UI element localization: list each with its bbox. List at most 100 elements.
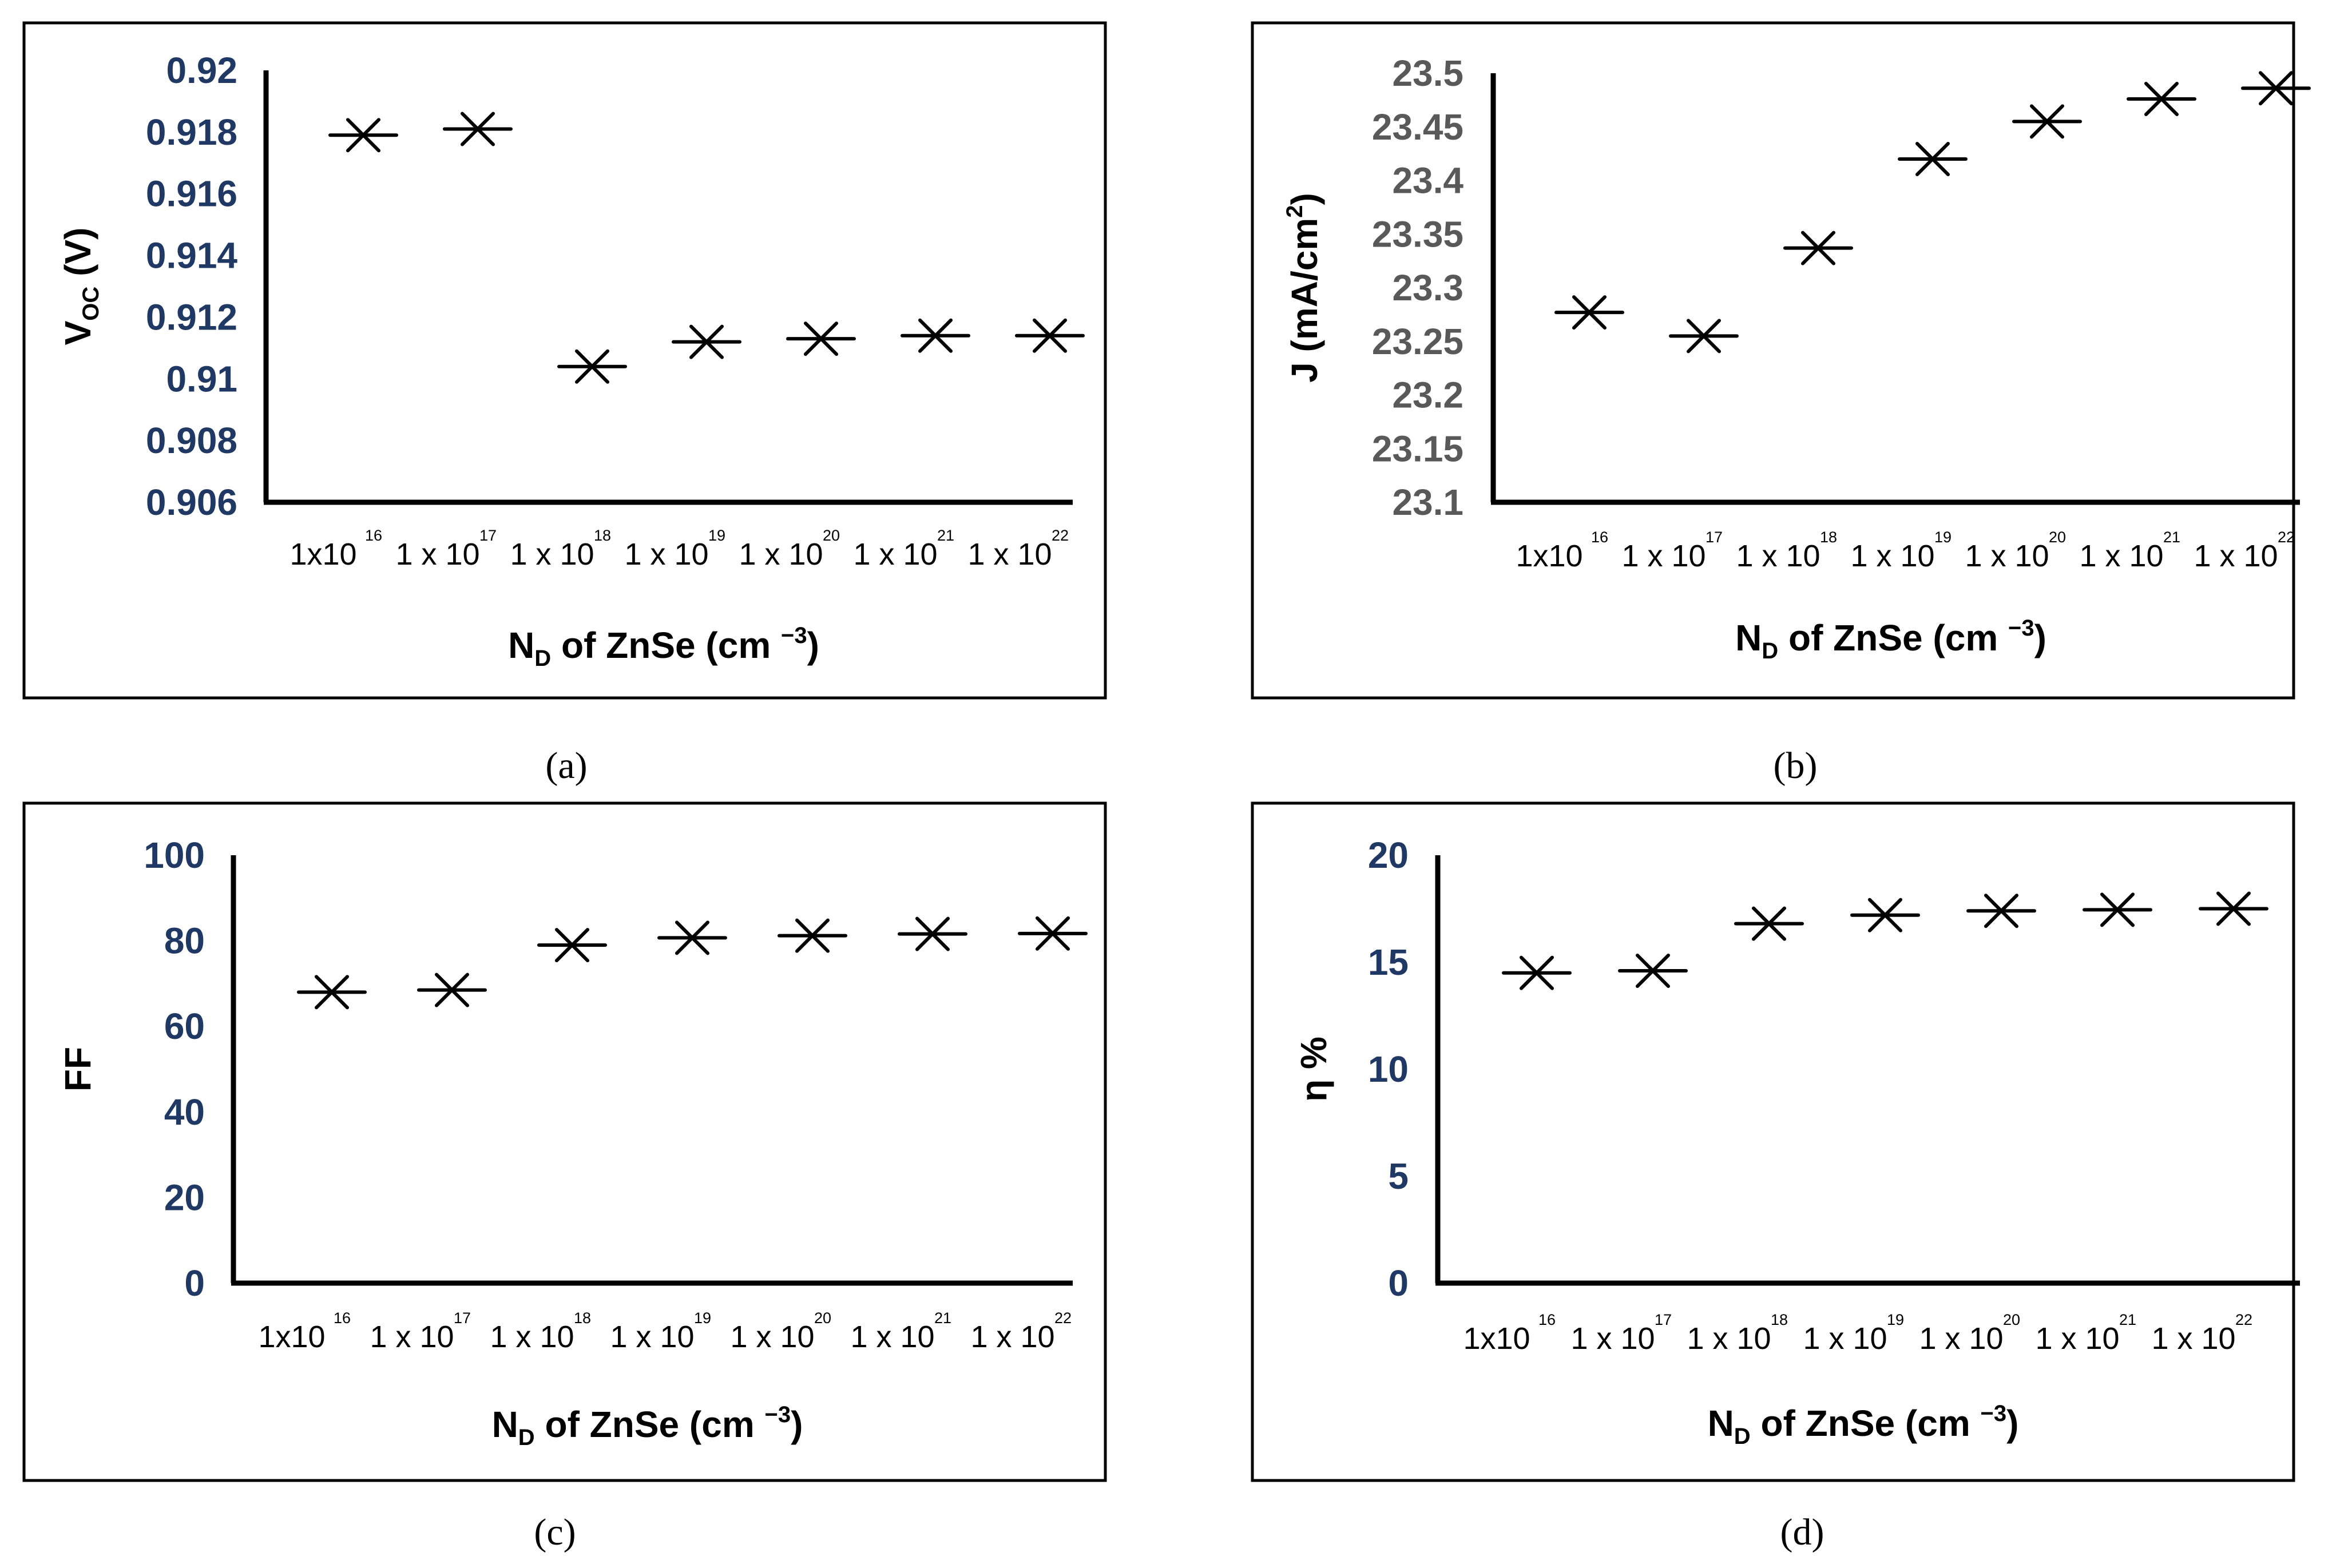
data-point <box>2083 892 2152 927</box>
y-tick-label: 23.2 <box>1392 375 1463 416</box>
panel-frame <box>22 801 1107 1482</box>
y-tick-label: 20 <box>164 1177 205 1218</box>
x-tick-label: 1 x 10 <box>624 537 708 571</box>
y-axis-title: η % <box>1293 1037 1334 1102</box>
x-axis-title: ND of ZnSe (cm −3) <box>1735 616 2046 664</box>
data-point <box>2241 71 2311 106</box>
data-point <box>672 324 741 359</box>
x-tick-exponent: 18 <box>594 527 611 544</box>
data-point <box>657 920 727 955</box>
data-point <box>297 975 367 1010</box>
y-tick-label: 5 <box>1388 1156 1409 1197</box>
data-point <box>443 112 513 146</box>
y-tick-label: 23.35 <box>1372 213 1463 255</box>
y-tick-label: 0.912 <box>146 296 237 338</box>
data-point <box>1502 955 1572 990</box>
y-tick-label: 23.25 <box>1372 321 1463 362</box>
y-tick-label: 100 <box>144 835 205 876</box>
data-point <box>1966 894 2036 928</box>
x-tick-exponent: 19 <box>694 1309 711 1327</box>
data-point <box>2127 82 2196 116</box>
x-tick-exponent: 21 <box>937 527 954 544</box>
y-tick-label: 23.3 <box>1392 267 1463 308</box>
x-axis-title: ND of ZnSe (cm −3) <box>1708 1401 2019 1449</box>
y-axis-title: J (mA/cm2) <box>1282 193 1325 383</box>
x-tick-exponent: 20 <box>2049 529 2066 546</box>
x-tick-exponent: 16 <box>1538 1311 1556 1328</box>
x-tick-exponent: 20 <box>823 527 840 544</box>
x-tick-label: 1 x 10 <box>1570 1321 1655 1356</box>
x-tick-label: 1 x 10 <box>739 537 823 571</box>
x-tick-label: 1 x 10 <box>850 1320 934 1354</box>
y-axis-title: FF <box>57 1047 98 1091</box>
y-tick-label: 40 <box>164 1091 205 1133</box>
data-point <box>1618 953 1688 988</box>
data-point <box>901 318 970 353</box>
data-point <box>2012 104 2082 139</box>
x-tick-label: 1 x 10 <box>1736 539 1820 573</box>
x-tick-exponent: 17 <box>1655 1311 1672 1328</box>
x-tick-exponent: 21 <box>2119 1311 2136 1328</box>
x-tick-label: 1 x 10 <box>730 1320 814 1354</box>
x-tick-exponent: 17 <box>454 1309 471 1327</box>
y-tick-label: 0.914 <box>146 235 238 276</box>
y-tick-label: 0.918 <box>146 112 237 153</box>
panel-frame <box>1251 21 2295 700</box>
x-tick-label: 1x10 <box>289 537 356 571</box>
data-point <box>1783 231 1853 265</box>
data-point <box>1015 318 1085 353</box>
y-tick-label: 80 <box>164 920 205 962</box>
y-tick-label: 0.908 <box>146 420 237 461</box>
x-tick-exponent: 18 <box>574 1309 591 1327</box>
x-tick-exponent: 20 <box>814 1309 831 1327</box>
x-axis-title: ND of ZnSe (cm −3) <box>492 1402 803 1450</box>
x-tick-label: 1 x 10 <box>370 1320 454 1354</box>
x-tick-exponent: 16 <box>365 527 382 544</box>
x-tick-exponent: 16 <box>1591 529 1608 546</box>
y-tick-label: 0.92 <box>166 50 237 91</box>
x-tick-label: 1 x 10 <box>1965 539 2049 573</box>
y-tick-label: 23.45 <box>1372 106 1463 148</box>
y-tick-label: 0.906 <box>146 482 237 523</box>
data-point <box>786 321 856 356</box>
x-tick-label: 1 x 10 <box>610 1320 694 1354</box>
y-axis-title: VOC (V) <box>57 228 104 346</box>
x-tick-exponent: 20 <box>2003 1311 2020 1328</box>
panel-frame <box>1251 801 2295 1482</box>
x-axis-title: ND of ZnSe (cm −3) <box>508 623 819 671</box>
panel-caption: (c) <box>534 1511 576 1553</box>
panel-caption: (a) <box>545 745 587 787</box>
x-tick-exponent: 22 <box>1054 1309 1072 1327</box>
data-point <box>1669 319 1739 354</box>
y-tick-label: 23.5 <box>1392 53 1463 94</box>
data-point <box>417 972 487 1007</box>
x-tick-label: 1x10 <box>1516 539 1582 573</box>
x-tick-label: 1 x 10 <box>2079 539 2163 573</box>
x-tick-label: 1 x 10 <box>853 537 937 571</box>
x-tick-label: 1 x 10 <box>2194 539 2278 573</box>
x-tick-exponent: 16 <box>334 1309 351 1327</box>
x-tick-exponent: 19 <box>1934 529 1952 546</box>
x-tick-label: 1 x 10 <box>970 1320 1054 1354</box>
x-tick-label: 1x10 <box>258 1320 325 1354</box>
x-tick-label: 1 x 10 <box>1919 1321 2003 1356</box>
panel-frame <box>22 21 1107 700</box>
data-point <box>1734 906 1804 941</box>
y-tick-label: 20 <box>1368 835 1409 876</box>
data-point <box>1850 898 1920 932</box>
data-point <box>328 118 398 153</box>
chart-panel-a: 0.906 0.908 0.91 0.912 0.914 0.916 0.918 0.92 1x… <box>22 21 1107 787</box>
x-tick-label: 1x10 <box>1463 1321 1530 1356</box>
x-tick-label: 1 x 10 <box>2035 1321 2119 1356</box>
x-tick-exponent: 21 <box>934 1309 951 1327</box>
y-tick-label: 23.1 <box>1392 482 1463 523</box>
data-point <box>1554 295 1624 330</box>
x-tick-label: 1 x 10 <box>510 537 594 571</box>
x-tick-exponent: 22 <box>1052 527 1069 544</box>
data-point <box>898 916 967 951</box>
x-tick-label: 1 x 10 <box>967 537 1052 571</box>
x-tick-exponent: 22 <box>2235 1311 2252 1328</box>
